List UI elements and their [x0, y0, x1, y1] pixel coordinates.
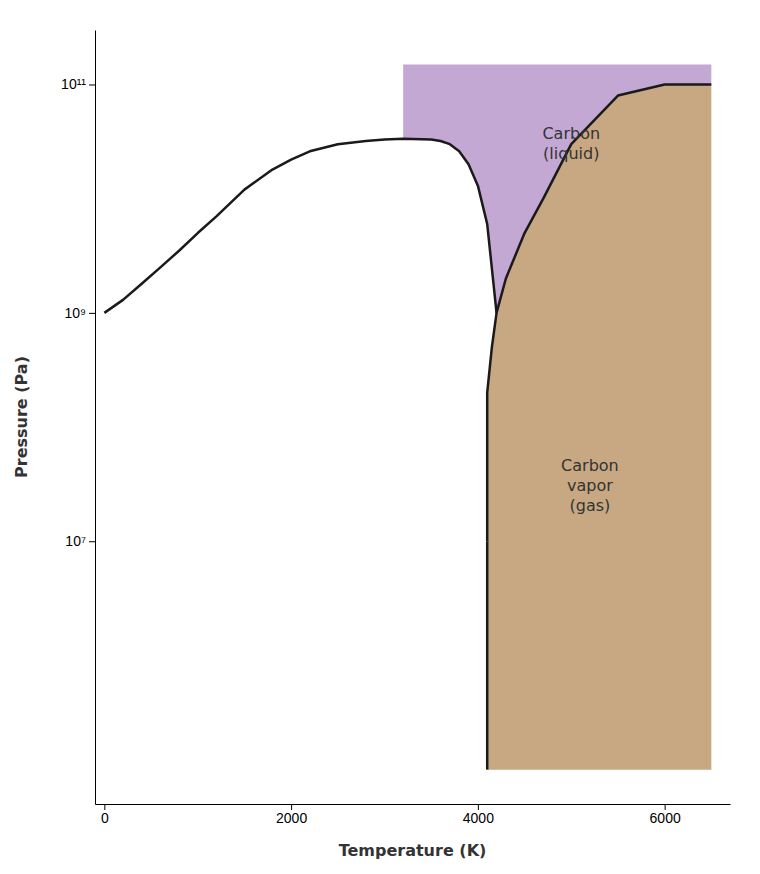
region-label-line: Carbon	[561, 456, 619, 475]
y-tick-label: 10⁷	[65, 533, 86, 549]
y-tick-mark	[89, 84, 95, 85]
y-tick-label: 10⁹	[64, 305, 86, 321]
x-tick-label: 0	[101, 810, 109, 826]
x-axis-title: Temperature (K)	[339, 841, 487, 860]
y-axis-line	[95, 31, 96, 805]
curve	[104, 139, 496, 313]
region-label-line: Carbon	[542, 124, 600, 143]
region-label: Carbon(liquid)	[542, 124, 600, 163]
x-tick-label: 4000	[463, 810, 494, 826]
region-label-line: (gas)	[570, 496, 611, 515]
x-tick: 6000	[650, 804, 681, 826]
curve	[486, 541, 489, 769]
y-tick-mark	[89, 541, 95, 542]
x-tick-label: 2000	[276, 810, 307, 826]
y-tick: 10⁹	[64, 305, 95, 321]
region	[487, 84, 711, 769]
y-tick-label: 10¹¹	[61, 76, 86, 92]
x-axis-line	[96, 804, 731, 805]
x-tick-label: 6000	[650, 810, 681, 826]
plot: 0 2000 4000 6000 10⁷ 10⁹ 10¹¹ Temperature (K) Pr…	[12, 31, 731, 861]
y-axis: 10⁷ 10⁹ 10¹¹	[61, 31, 95, 805]
region-label: Carbonvapor(gas)	[561, 456, 619, 515]
y-tick: 10¹¹	[61, 76, 95, 92]
y-axis-title: Pressure (Pa)	[12, 356, 31, 478]
x-axis: 0 2000 4000 6000	[96, 804, 731, 826]
x-tick: 2000	[276, 804, 307, 826]
region-label-line: vapor	[567, 476, 613, 495]
region-label-line: (liquid)	[543, 144, 599, 163]
x-tick: 0	[101, 804, 109, 826]
y-tick: 10⁷	[65, 533, 95, 549]
x-tick: 4000	[463, 804, 494, 826]
y-tick-mark	[89, 313, 95, 314]
marks	[104, 64, 711, 769]
curve	[487, 84, 711, 541]
chart: 0 2000 4000 6000 10⁷ 10⁹ 10¹¹ Temperature (K) Pr…	[0, 0, 760, 874]
